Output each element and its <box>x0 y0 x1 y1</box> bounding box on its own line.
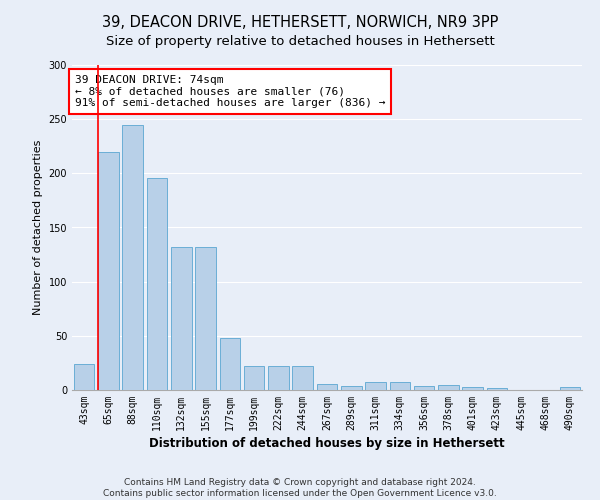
Bar <box>389 382 410 390</box>
Bar <box>414 386 434 390</box>
Bar <box>122 124 143 390</box>
Bar <box>244 366 265 390</box>
Text: Size of property relative to detached houses in Hethersett: Size of property relative to detached ho… <box>106 35 494 48</box>
Y-axis label: Number of detached properties: Number of detached properties <box>33 140 43 315</box>
Bar <box>146 178 167 390</box>
Bar <box>195 247 216 390</box>
Bar <box>171 247 191 390</box>
Bar <box>487 388 508 390</box>
Bar <box>560 387 580 390</box>
Bar <box>365 382 386 390</box>
Bar <box>292 366 313 390</box>
Bar <box>74 364 94 390</box>
Text: Contains HM Land Registry data © Crown copyright and database right 2024.
Contai: Contains HM Land Registry data © Crown c… <box>103 478 497 498</box>
Bar <box>220 338 240 390</box>
Text: 39 DEACON DRIVE: 74sqm
← 8% of detached houses are smaller (76)
91% of semi-deta: 39 DEACON DRIVE: 74sqm ← 8% of detached … <box>74 74 385 108</box>
Bar <box>463 387 483 390</box>
Bar <box>268 366 289 390</box>
Bar <box>341 386 362 390</box>
Bar <box>317 384 337 390</box>
Bar <box>438 384 459 390</box>
Bar <box>98 152 119 390</box>
Text: 39, DEACON DRIVE, HETHERSETT, NORWICH, NR9 3PP: 39, DEACON DRIVE, HETHERSETT, NORWICH, N… <box>102 15 498 30</box>
X-axis label: Distribution of detached houses by size in Hethersett: Distribution of detached houses by size … <box>149 437 505 450</box>
